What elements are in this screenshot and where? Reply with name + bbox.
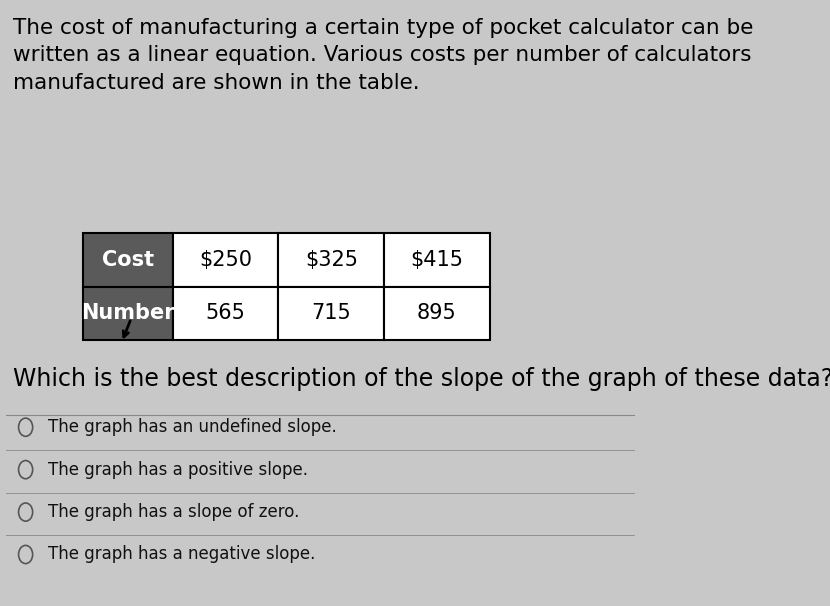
Text: Number: Number	[81, 303, 175, 324]
Text: $250: $250	[199, 250, 252, 270]
FancyBboxPatch shape	[384, 287, 490, 340]
Text: Which is the best description of the slope of the graph of these data?: Which is the best description of the slo…	[12, 367, 830, 391]
Text: The graph has an undefined slope.: The graph has an undefined slope.	[48, 418, 337, 436]
FancyBboxPatch shape	[384, 233, 490, 287]
Text: Cost: Cost	[102, 250, 154, 270]
Text: 895: 895	[417, 303, 457, 324]
FancyBboxPatch shape	[278, 287, 384, 340]
Text: 565: 565	[206, 303, 246, 324]
FancyBboxPatch shape	[173, 287, 278, 340]
Text: The cost of manufacturing a certain type of pocket calculator can be
written as : The cost of manufacturing a certain type…	[12, 18, 753, 93]
Text: The graph has a positive slope.: The graph has a positive slope.	[48, 461, 308, 479]
Text: $415: $415	[410, 250, 463, 270]
FancyBboxPatch shape	[83, 233, 173, 287]
Text: The graph has a slope of zero.: The graph has a slope of zero.	[48, 503, 300, 521]
Text: $325: $325	[305, 250, 358, 270]
FancyBboxPatch shape	[278, 233, 384, 287]
FancyBboxPatch shape	[83, 287, 173, 340]
FancyBboxPatch shape	[173, 233, 278, 287]
Text: The graph has a negative slope.: The graph has a negative slope.	[48, 545, 315, 564]
Text: 715: 715	[311, 303, 351, 324]
